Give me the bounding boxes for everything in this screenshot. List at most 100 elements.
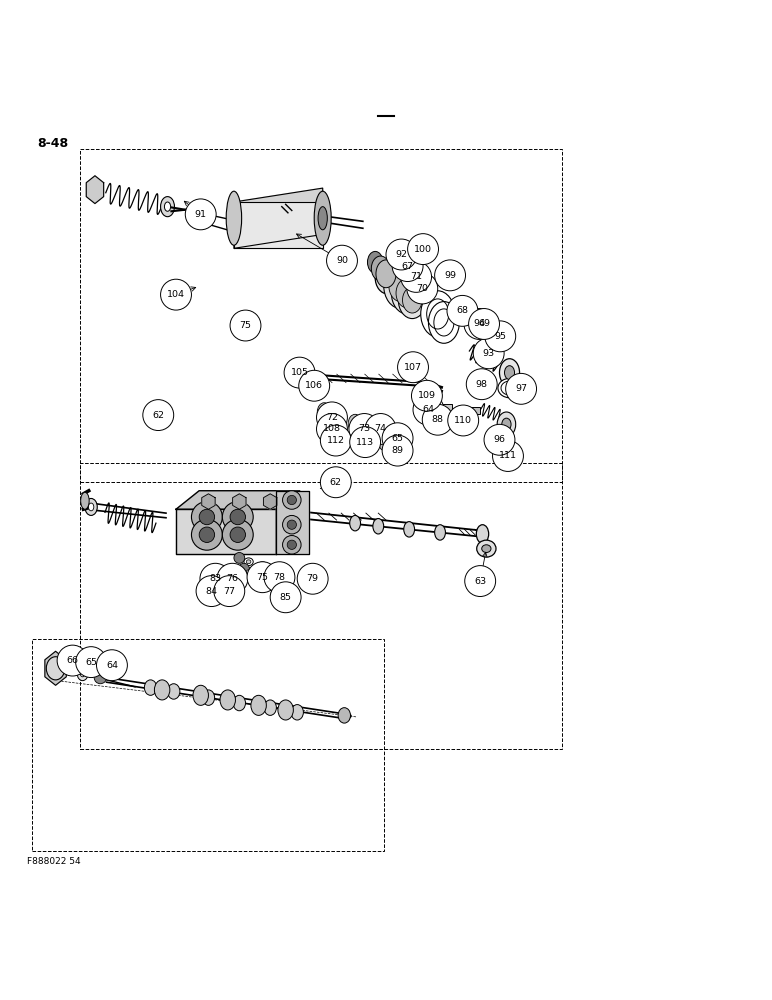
Text: 78: 78	[273, 573, 286, 582]
Circle shape	[230, 310, 261, 341]
Ellipse shape	[278, 700, 293, 720]
Circle shape	[214, 576, 245, 607]
Ellipse shape	[244, 568, 253, 576]
Text: 72: 72	[326, 413, 338, 422]
Text: 113: 113	[356, 438, 374, 447]
Circle shape	[447, 295, 478, 326]
Circle shape	[448, 405, 479, 436]
Circle shape	[217, 563, 248, 594]
Text: 89: 89	[391, 446, 404, 455]
Ellipse shape	[375, 261, 400, 294]
Ellipse shape	[168, 684, 180, 699]
Text: 62: 62	[330, 478, 342, 487]
Circle shape	[199, 527, 215, 542]
Circle shape	[466, 369, 497, 400]
Text: 93: 93	[482, 349, 495, 358]
Circle shape	[398, 352, 428, 383]
Circle shape	[222, 519, 253, 550]
Circle shape	[94, 671, 107, 684]
Ellipse shape	[373, 519, 384, 534]
Circle shape	[464, 309, 495, 339]
Ellipse shape	[505, 366, 514, 380]
Ellipse shape	[320, 415, 331, 431]
Ellipse shape	[251, 695, 266, 715]
Text: 105: 105	[290, 368, 309, 377]
Ellipse shape	[321, 427, 332, 441]
Text: 68: 68	[456, 306, 469, 315]
Circle shape	[283, 515, 301, 534]
Ellipse shape	[271, 590, 282, 596]
Polygon shape	[201, 494, 215, 509]
Circle shape	[287, 495, 296, 505]
Ellipse shape	[384, 262, 418, 309]
Text: 79: 79	[306, 574, 319, 583]
Text: 74: 74	[374, 424, 387, 433]
Ellipse shape	[154, 680, 170, 700]
Ellipse shape	[391, 272, 422, 314]
Ellipse shape	[193, 685, 208, 705]
Ellipse shape	[161, 197, 174, 217]
Circle shape	[57, 645, 88, 676]
Text: 70: 70	[416, 284, 428, 293]
Ellipse shape	[264, 700, 276, 715]
Circle shape	[196, 576, 227, 607]
Text: 8-48: 8-48	[37, 137, 68, 150]
Text: 63: 63	[474, 577, 486, 586]
Ellipse shape	[363, 416, 375, 433]
Text: 64: 64	[422, 405, 435, 414]
Text: 75: 75	[256, 573, 269, 582]
Ellipse shape	[381, 269, 394, 286]
Ellipse shape	[371, 256, 390, 281]
Circle shape	[230, 527, 245, 542]
Ellipse shape	[246, 570, 251, 574]
Circle shape	[283, 536, 301, 554]
Circle shape	[485, 321, 516, 352]
Text: 73: 73	[358, 424, 371, 433]
Circle shape	[317, 414, 347, 444]
Text: 110: 110	[454, 416, 472, 425]
Circle shape	[199, 509, 215, 525]
Ellipse shape	[233, 695, 245, 711]
Text: 90: 90	[336, 256, 348, 265]
Text: F888022 54: F888022 54	[27, 857, 80, 866]
Text: 96: 96	[493, 435, 506, 444]
Text: 67: 67	[401, 262, 414, 271]
Text: 66: 66	[66, 656, 79, 665]
Ellipse shape	[402, 287, 422, 313]
Ellipse shape	[144, 680, 157, 695]
Circle shape	[407, 273, 438, 304]
Circle shape	[191, 519, 222, 550]
Text: 112: 112	[327, 436, 345, 445]
Circle shape	[382, 435, 413, 466]
Ellipse shape	[260, 564, 265, 568]
Bar	[463, 407, 480, 414]
Ellipse shape	[435, 525, 445, 540]
Circle shape	[230, 509, 245, 525]
Bar	[80, 149, 562, 482]
Circle shape	[493, 441, 523, 471]
Polygon shape	[86, 176, 103, 204]
Polygon shape	[45, 651, 66, 685]
Circle shape	[484, 424, 515, 455]
Ellipse shape	[202, 690, 215, 705]
Ellipse shape	[349, 428, 361, 444]
Ellipse shape	[396, 279, 418, 308]
Circle shape	[299, 370, 330, 401]
Ellipse shape	[498, 378, 521, 398]
Bar	[80, 463, 562, 749]
Ellipse shape	[348, 414, 362, 433]
Circle shape	[191, 502, 222, 532]
Polygon shape	[234, 202, 323, 248]
Circle shape	[386, 239, 417, 270]
Circle shape	[320, 467, 351, 498]
Circle shape	[264, 562, 295, 593]
Ellipse shape	[338, 708, 350, 723]
Bar	[438, 404, 452, 412]
Polygon shape	[234, 188, 323, 248]
Ellipse shape	[318, 207, 327, 230]
Text: 84: 84	[205, 587, 218, 596]
Ellipse shape	[398, 282, 426, 319]
Text: 64: 64	[106, 661, 118, 670]
Text: 62: 62	[152, 411, 164, 420]
Ellipse shape	[367, 251, 383, 273]
